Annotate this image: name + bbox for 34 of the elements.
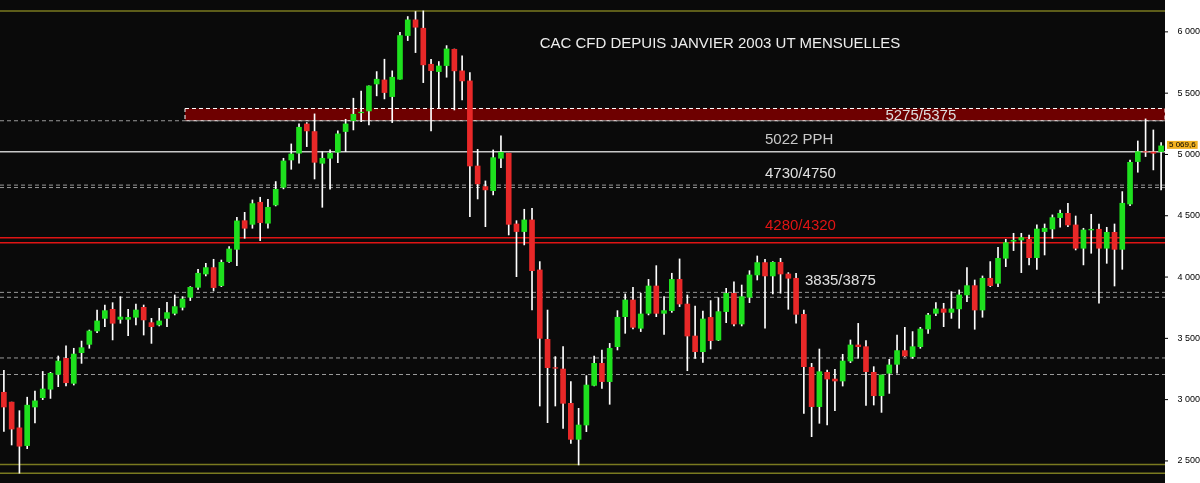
candlestick [319, 151, 326, 208]
y-tick-label: 4 000 [1177, 271, 1200, 282]
candlestick [32, 390, 38, 424]
candlestick [762, 258, 768, 329]
text: CAC CFD DEPUIS JANVIER 2003 UT MENSUELLES [538, 34, 902, 51]
candlestick [661, 296, 667, 335]
ref-line-label: 4280/4320 [765, 216, 836, 234]
candlestick [1018, 232, 1025, 273]
ref-line-label: 5022 PPH [765, 130, 834, 148]
y-tick-label: 4 500 [1177, 210, 1200, 221]
candlestick [901, 326, 908, 357]
candlestick [886, 358, 893, 394]
candlestick [459, 55, 465, 101]
candlestick [824, 369, 830, 426]
ref-line-label: 4730/4750 [765, 163, 836, 181]
text: 5 069,6 [1169, 140, 1197, 150]
candlestick [1096, 223, 1102, 304]
candlestick [855, 323, 862, 359]
y-tick-label: 3 000 [1177, 394, 1200, 405]
y-tick-label: 6 000 [1177, 26, 1200, 37]
candlestick [498, 135, 504, 168]
y-tick-label: 2 500 [1177, 455, 1200, 466]
ref-line-label: 3835/3875 [805, 271, 876, 289]
candlestick [125, 308, 131, 336]
candlestick [1, 369, 7, 432]
candlestick [327, 149, 333, 190]
y-tick-label: 5 500 [1177, 87, 1200, 98]
candlestick [373, 71, 380, 97]
band-label: 5275/5375 [885, 105, 957, 123]
candlestick [552, 356, 559, 407]
candlestick [288, 143, 295, 170]
y-tick-label: 5 000 [1177, 148, 1200, 159]
candlestick [785, 272, 792, 310]
y-tick-label: 3 500 [1177, 332, 1200, 343]
